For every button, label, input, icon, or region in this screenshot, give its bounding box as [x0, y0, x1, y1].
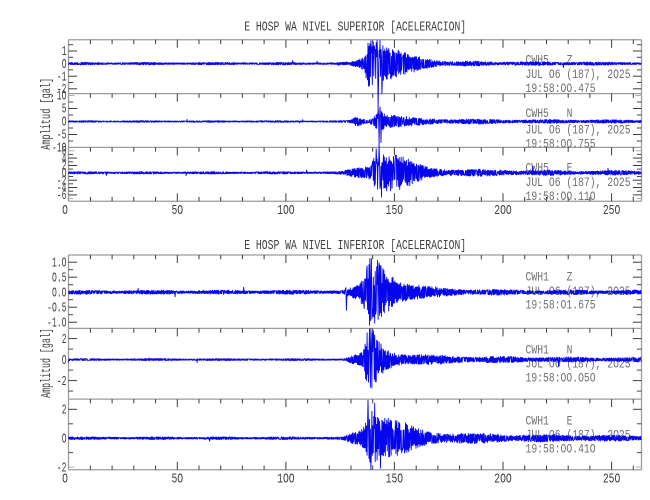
svg-text:15O: 15O — [386, 472, 404, 488]
svg-text:6: 6 — [62, 144, 67, 160]
svg-text:O: O — [62, 472, 68, 488]
svg-text:15O: 15O — [386, 203, 404, 219]
svg-text:O: O — [62, 431, 67, 447]
svg-text:CWH1: CWH1 — [526, 414, 550, 429]
svg-text:O: O — [62, 203, 68, 219]
svg-text:E HOSP WA NIVEL INFERIOR [ACEL: E HOSP WA NIVEL INFERIOR [ACELERACION] — [244, 238, 466, 254]
svg-text:CWH5: CWH5 — [526, 106, 549, 121]
svg-text:Z: Z — [567, 270, 573, 285]
svg-text:5O: 5O — [171, 472, 183, 488]
svg-text:1: 1 — [62, 44, 67, 60]
svg-text:19:58:OO.475: 19:58:OO.475 — [526, 81, 596, 96]
svg-text:Z: Z — [567, 52, 573, 67]
svg-text:2OO: 2OO — [494, 203, 512, 219]
svg-text:Amplitud [gal]: Amplitud [gal] — [39, 78, 55, 150]
svg-text:O.5: O.5 — [52, 270, 67, 286]
svg-text:1O: 1O — [57, 89, 67, 105]
svg-text:E: E — [567, 160, 573, 175]
svg-text:O: O — [62, 353, 67, 369]
svg-text:2OO: 2OO — [494, 472, 512, 488]
svg-text:O.O: O.O — [52, 285, 67, 301]
svg-text:19:58:OO.755: 19:58:OO.755 — [526, 137, 596, 152]
svg-text:-4: -4 — [57, 181, 67, 197]
svg-text:2: 2 — [62, 332, 67, 348]
svg-text:4: 4 — [62, 151, 67, 167]
svg-text:O: O — [62, 57, 67, 73]
svg-text:-1: -1 — [57, 69, 67, 85]
svg-text:1.O: 1.O — [52, 255, 67, 271]
svg-text:O: O — [62, 115, 67, 131]
svg-text:-2: -2 — [57, 374, 67, 390]
svg-text:-6: -6 — [57, 188, 67, 204]
svg-text:O: O — [62, 166, 67, 182]
svg-text:1OO: 1OO — [277, 203, 295, 219]
svg-text:19:58:O1.675: 19:58:O1.675 — [526, 298, 596, 313]
svg-text:-O.5: -O.5 — [47, 300, 66, 316]
svg-text:-1.O: -1.O — [47, 315, 66, 331]
svg-text:19:58:OO.11O: 19:58:OO.11O — [526, 189, 596, 204]
svg-text:-2: -2 — [57, 82, 67, 98]
svg-text:-2: -2 — [57, 460, 67, 476]
svg-text:N: N — [567, 343, 573, 358]
svg-text:-1O: -1O — [52, 141, 67, 157]
svg-text:19:58:OO.O5O: 19:58:OO.O5O — [526, 371, 596, 386]
svg-text:N: N — [567, 106, 573, 121]
svg-text:5O: 5O — [171, 203, 183, 219]
svg-text:CWH1: CWH1 — [526, 270, 550, 285]
svg-text:1OO: 1OO — [277, 472, 295, 488]
svg-text:2: 2 — [62, 159, 67, 175]
svg-text:E HOSP WA NIVEL SUPERIOR [ACEL: E HOSP WA NIVEL SUPERIOR [ACELERACION] — [244, 20, 466, 36]
svg-text:JUL O6 (187), 2O25: JUL O6 (187), 2O25 — [526, 67, 631, 82]
svg-text:JUL O6 (187), 2O25: JUL O6 (187), 2O25 — [526, 123, 631, 138]
svg-text:2: 2 — [62, 403, 67, 419]
svg-text:5: 5 — [62, 102, 67, 118]
svg-text:-2: -2 — [57, 173, 67, 189]
svg-text:E: E — [567, 414, 573, 429]
svg-text:25O: 25O — [603, 472, 621, 488]
svg-text:-5: -5 — [57, 128, 67, 144]
svg-text:25O: 25O — [603, 203, 621, 219]
svg-text:CWH1: CWH1 — [526, 343, 550, 358]
svg-text:JUL O6 (187), 2O25: JUL O6 (187), 2O25 — [526, 175, 631, 190]
svg-text:Amplitud [gal]: Amplitud [gal] — [39, 328, 55, 398]
svg-text:19:58:OO.41O: 19:58:OO.41O — [526, 442, 596, 457]
